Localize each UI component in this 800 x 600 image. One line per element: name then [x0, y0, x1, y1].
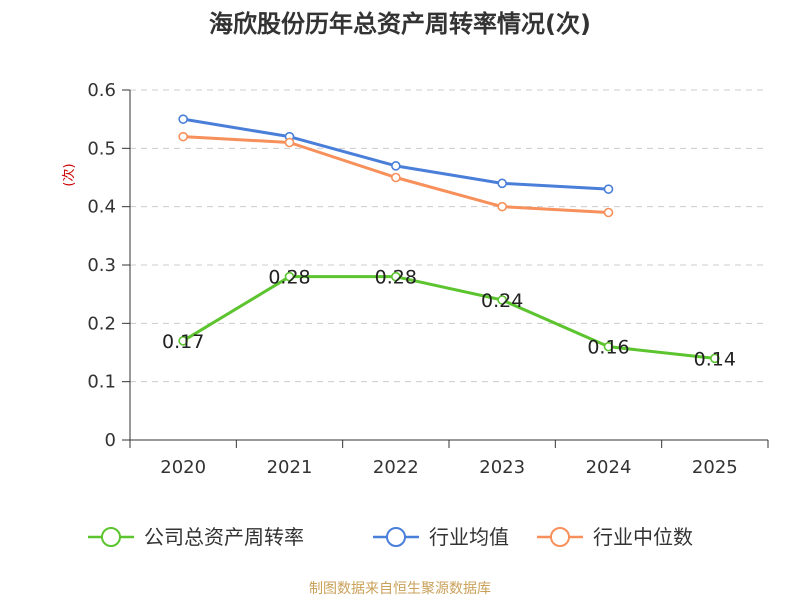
legend-item-company: 公司总资产周转率 — [88, 525, 304, 549]
legend-layer: 公司总资产周转率 行业均值 行业中位数 — [88, 525, 693, 549]
y-tick-label: 0.2 — [87, 313, 116, 334]
legend-item-industry_avg: 行业均值 — [373, 525, 509, 549]
data-point-industry_median — [284, 137, 295, 148]
x-tick-label: 2023 — [479, 457, 525, 478]
y-axis-label: (次) — [61, 163, 77, 186]
series-layer — [178, 114, 720, 364]
legend-marker-icon — [101, 527, 121, 547]
y-tick-label: 0.4 — [87, 197, 116, 218]
data-point-industry_avg — [178, 114, 188, 124]
axis-layer: 0 0.1 0.2 0.3 0.4 0.5 0.6 2020 2021 2022 2023 2024 2… — [61, 80, 769, 478]
y-tick-label: 0 — [105, 430, 116, 451]
data-point-company — [178, 336, 188, 346]
data-point-company — [603, 341, 614, 352]
series-line-company — [181, 275, 717, 360]
y-tick-label: 0.6 — [87, 80, 116, 101]
data-label-company: 0.17 — [162, 331, 204, 353]
data-source-footer: 制图数据来自恒生聚源数据库 — [309, 581, 491, 597]
chart-title: 海欣股份历年总资产周转率情况(次) — [209, 10, 591, 38]
legend-label: 行业中位数 — [593, 525, 693, 549]
x-tick-label: 2020 — [160, 457, 206, 478]
data-label-company: 0.14 — [694, 348, 736, 370]
legend-label: 行业均值 — [429, 525, 509, 549]
data-point-industry_avg — [603, 184, 614, 194]
x-tick-label: 2024 — [586, 457, 632, 478]
legend-marker-icon — [550, 527, 570, 547]
data-point-industry_median — [391, 172, 401, 183]
data-point-industry_median — [178, 131, 188, 142]
data-point-industry_median — [603, 207, 614, 218]
data-label-company: 0.16 — [587, 337, 629, 359]
data-point-company — [710, 353, 720, 364]
y-tick-label: 0.1 — [87, 372, 116, 393]
data-point-industry_avg — [391, 161, 401, 171]
legend-marker-icon — [386, 527, 406, 547]
grid-layer — [130, 89, 768, 383]
label-layer: 0.17 0.28 0.28 0.24 0.16 0.14 — [162, 267, 736, 371]
data-label-company: 0.24 — [481, 290, 523, 312]
data-point-industry_median — [497, 201, 507, 212]
data-label-company: 0.28 — [375, 267, 417, 289]
x-tick-label: 2025 — [692, 457, 738, 478]
y-tick-label: 0.3 — [87, 255, 116, 276]
x-tick-label: 2022 — [373, 457, 419, 478]
legend-label: 公司总资产周转率 — [144, 525, 304, 549]
data-label-company: 0.28 — [268, 267, 310, 289]
data-point-company — [497, 295, 507, 305]
y-tick-label: 0.5 — [87, 138, 116, 159]
x-tick-label: 2021 — [267, 457, 313, 478]
legend-item-industry_median: 行业中位数 — [537, 525, 693, 549]
data-point-company — [284, 271, 295, 282]
data-point-company — [391, 271, 401, 282]
data-point-industry_avg — [497, 178, 507, 189]
